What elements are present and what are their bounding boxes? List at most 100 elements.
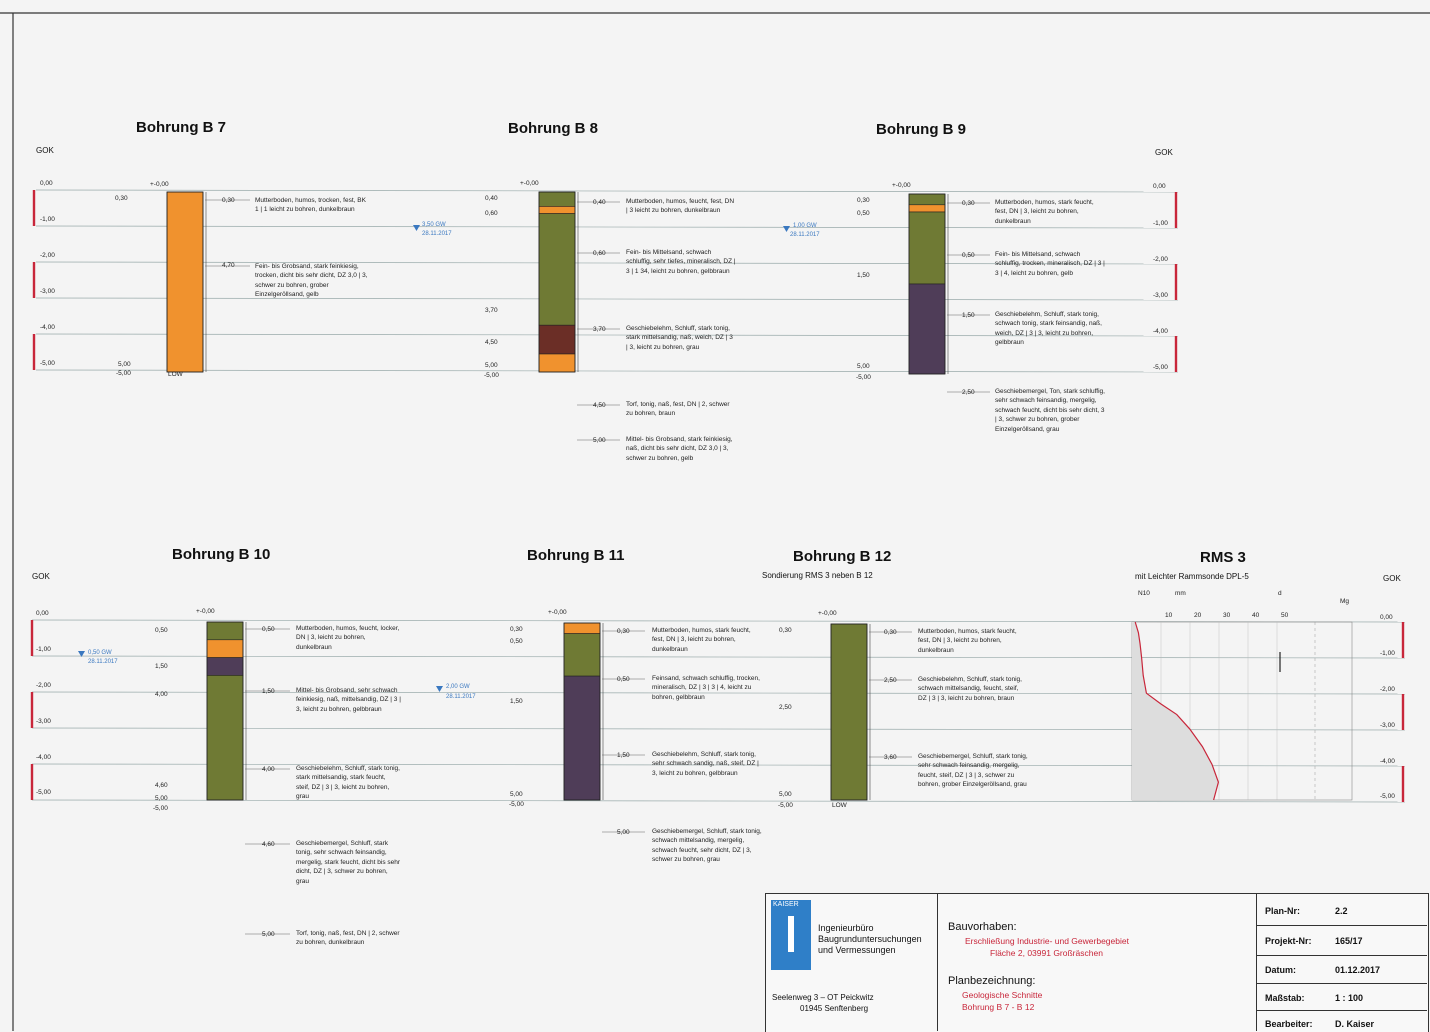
plan-line: Geologische Schnitte (962, 990, 1042, 1000)
layer-depth: 0,50 (262, 626, 275, 633)
top-elevation: +-0,00 (196, 608, 215, 615)
borehole-b10-layer (207, 622, 243, 640)
gok-label: GOK (1155, 148, 1173, 157)
gok-label: GOK (1383, 574, 1401, 583)
water-date: 28.11.2017 (790, 232, 820, 239)
scale-value: -1,00 (36, 646, 51, 653)
scale-value: -2,00 (36, 682, 51, 689)
borehole-b9-layer (909, 205, 945, 212)
info-label: Plan-Nr: (1265, 906, 1300, 916)
scale-value: -2,00 (40, 252, 55, 259)
scale-value: -5,00 (1153, 364, 1168, 371)
scale-value: -1,00 (1380, 650, 1395, 657)
company-logo-bar (788, 916, 794, 952)
layer-depth: 0,50 (510, 638, 523, 645)
rms-fill (1132, 622, 1218, 800)
layer-description: Mittel- bis Grobsand, stark feinkiesig, … (626, 435, 736, 463)
top-elevation: +-0,00 (548, 609, 567, 616)
layer-depth: 4,60 (155, 782, 168, 789)
borehole-subtitle-b12: Sondierung RMS 3 neben B 12 (762, 571, 873, 580)
layer-depth: 4,70 (222, 262, 235, 269)
layer-description: Mittel- bis Grobsand, sehr schwach feink… (296, 686, 401, 714)
company-name: KAISER (773, 901, 799, 908)
layer-description: Geschiebemergel, Schluff, stark tonig, s… (652, 827, 762, 865)
borehole-b12-layer (831, 624, 867, 800)
borehole-b8-layer (539, 206, 575, 213)
layer-depth: 4,50 (593, 402, 606, 409)
level-line (36, 226, 1178, 228)
layer-depth: 0,60 (593, 250, 606, 257)
layer-depth: 0,30 (857, 197, 870, 204)
end-elevation: -5,00 (116, 370, 131, 377)
borehole-b7-layer (167, 192, 203, 372)
layer-description: Geschiebelehm, Schluff, stark tonig, sch… (918, 675, 1028, 703)
layer-depth: 3,60 (884, 754, 897, 761)
info-label: Projekt-Nr: (1265, 936, 1312, 946)
layer-depth: 5,00 (262, 931, 275, 938)
layer-depth: 0,50 (857, 210, 870, 217)
end-elevation: -5,00 (153, 805, 168, 812)
company-line: Baugrunduntersuchungen (818, 934, 922, 944)
layer-depth: 0,30 (617, 628, 630, 635)
layer-depth: 2,50 (779, 704, 792, 711)
layer-description: Mutterboden, humos, feucht, locker, DN |… (296, 624, 401, 652)
scale-value: 0,00 (36, 610, 49, 617)
water-level: 2,00 GW (446, 684, 470, 691)
top-elevation: +-0,00 (892, 182, 911, 189)
rms-subtitle: mit Leichter Rammsonde DPL-5 (1135, 572, 1249, 581)
scale-value: -5,00 (36, 789, 51, 796)
water-level-icon (436, 686, 443, 692)
end-depth: 5,00 (510, 791, 523, 798)
borehole-b11-layer (564, 634, 600, 676)
end-elevation: -5,00 (509, 801, 524, 808)
end-label: LOW (168, 371, 183, 378)
borehole-b9-layer (909, 194, 945, 205)
info-value: 165/17 (1335, 936, 1363, 946)
layer-description: Geschiebelehm, Schluff, stark tonig, seh… (652, 750, 762, 778)
layer-description: Geschiebemergel, Ton, stark schluffig, s… (995, 387, 1107, 434)
layer-depth: 2,50 (962, 389, 975, 396)
borehole-title-b9: Bohrung B 9 (876, 121, 966, 138)
bauvorhaben-line: Erschließung Industrie- und Gewerbegebie… (965, 936, 1129, 946)
layer-description: Geschiebelehm, Schluff, stark tonig, sta… (626, 324, 736, 352)
layer-description: Geschiebemergel, Schluff, stark tonig, s… (918, 752, 1028, 790)
layer-depth: 1,50 (962, 312, 975, 319)
layer-description: Fein- bis Mittelsand, schwach schluffig,… (995, 250, 1105, 278)
layer-depth: 0,30 (779, 627, 792, 634)
scale-value: -5,00 (40, 360, 55, 367)
scale-value: -5,00 (1380, 793, 1395, 800)
rms-tick: 40 (1252, 612, 1259, 619)
water-level-icon (413, 225, 420, 231)
borehole-b10-layer (207, 675, 243, 800)
rms-header-label: Mg (1340, 598, 1349, 605)
end-depth: 5,00 (485, 362, 498, 369)
rms-tick: 30 (1223, 612, 1230, 619)
borehole-b8-layer (539, 214, 575, 326)
end-elevation: -5,00 (856, 374, 871, 381)
layer-description: Fein- bis Mittelsand, schwach schluffig,… (626, 248, 736, 276)
layer-description: Torf, tonig, naß, fest, DN | 2, schwer z… (296, 929, 401, 948)
layer-depth: 1,50 (857, 272, 870, 279)
rms-header-label: d (1278, 590, 1282, 597)
end-depth: 5,00 (118, 361, 131, 368)
layer-depth: 0,30 (222, 197, 235, 204)
layer-depth: 4,00 (262, 766, 275, 773)
plan-line: Bohrung B 7 - B 12 (962, 1002, 1034, 1012)
scale-value: -1,00 (1153, 220, 1168, 227)
layer-depth: 0,50 (962, 252, 975, 259)
end-depth: 5,00 (857, 363, 870, 370)
layer-depth: 0,30 (115, 195, 128, 202)
borehole-b8-layer (539, 192, 575, 206)
layer-depth: 0,40 (485, 195, 498, 202)
layer-description: Geschiebelehm, Schluff, stark tonig, sch… (995, 310, 1105, 348)
end-depth: 5,00 (779, 791, 792, 798)
layer-depth: 0,30 (510, 626, 523, 633)
borehole-title-b11: Bohrung B 11 (527, 547, 625, 564)
water-date: 28.11.2017 (88, 659, 118, 666)
scale-value: -4,00 (36, 754, 51, 761)
scale-value: -3,00 (1380, 722, 1395, 729)
borehole-b9-layer (909, 212, 945, 284)
level-line (36, 298, 1178, 300)
layer-depth: 4,00 (155, 691, 168, 698)
